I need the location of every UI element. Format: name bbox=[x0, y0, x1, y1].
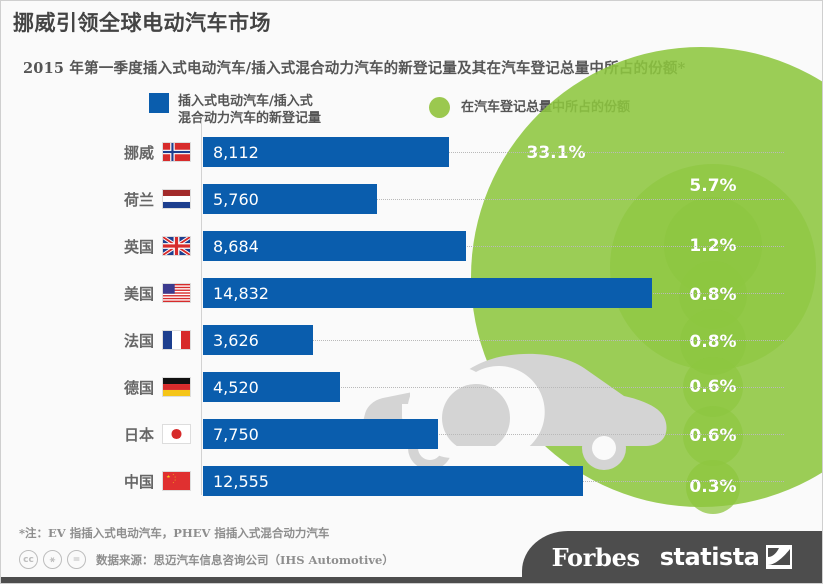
bar-1[interactable] bbox=[203, 184, 377, 214]
table-row: 法国 3,626 bbox=[1, 317, 822, 364]
gridline bbox=[203, 434, 784, 435]
footer-rule bbox=[1, 577, 822, 583]
statista-logo[interactable]: statista bbox=[659, 543, 760, 571]
legend-bar-swatch bbox=[149, 93, 169, 113]
flag-norway bbox=[162, 142, 191, 162]
flag-netherlands bbox=[162, 189, 191, 209]
bar-value-label: 5,760 bbox=[213, 190, 259, 209]
table-row: 日本 7,750 bbox=[1, 411, 822, 458]
bar-0[interactable] bbox=[203, 137, 449, 167]
page-title: 挪威引领全球电动汽车市场 bbox=[13, 10, 271, 35]
country-name: 挪威 bbox=[123, 143, 154, 162]
share-bubble-7[interactable] bbox=[686, 460, 740, 514]
forbes-logo[interactable]: Forbes bbox=[551, 542, 640, 572]
bar-rows: 挪威 8,112 荷兰 5,760 英国 8,684 美国 14,832 法国 3,626 德国 4,… bbox=[1, 119, 822, 519]
bar-value-label: 14,832 bbox=[213, 284, 269, 303]
cc-nd-icon: = bbox=[67, 550, 86, 569]
bar-4[interactable] bbox=[203, 325, 313, 355]
cc-license-icon: cc bbox=[19, 550, 38, 569]
gridline bbox=[203, 387, 784, 388]
table-row: 英国 8,684 bbox=[1, 223, 822, 270]
bar-value-label: 12,555 bbox=[213, 472, 269, 491]
category-label-2: 英国 bbox=[1, 232, 191, 260]
legend-bar-label-line2: 混合动力汽车的新登记量 bbox=[178, 111, 322, 126]
gridline bbox=[203, 199, 784, 200]
statista-mark-icon bbox=[766, 545, 793, 569]
category-label-0: 挪威 bbox=[1, 138, 191, 166]
country-name: 中国 bbox=[123, 472, 154, 491]
chart-plot-area: 33.1% 5.7% 1.2% 0.8% 0.8% 0.6% 0.6% 0.3% bbox=[1, 47, 822, 519]
country-name: 日本 bbox=[123, 425, 154, 444]
source-text: 数据来源：思迈汽车信息咨询公司（IHS Automotive） bbox=[96, 552, 394, 567]
bar-value-label: 4,520 bbox=[213, 378, 259, 397]
table-row: 挪威 8,112 bbox=[1, 129, 822, 176]
source-line: cc ⚹ = 数据来源：思迈汽车信息咨询公司（IHS Automotive） bbox=[19, 550, 394, 569]
category-label-3: 美国 bbox=[1, 279, 191, 307]
country-name: 法国 bbox=[123, 331, 154, 350]
table-row: 美国 14,832 bbox=[1, 270, 822, 317]
brand-bar: Forbes statista bbox=[522, 531, 822, 583]
bar-value-label: 3,626 bbox=[213, 331, 259, 350]
bar-2[interactable] bbox=[203, 231, 466, 261]
cc-by-icon: ⚹ bbox=[43, 550, 62, 569]
legend-bar-label: 插入式电动汽车/插入式 混合动力汽车的新登记量 bbox=[178, 93, 321, 127]
share-bubble-6[interactable] bbox=[683, 406, 743, 466]
page-subtitle: 2015 年第一季度插入式电动汽车/插入式混合动力汽车的新登记量及其在汽车登记总… bbox=[23, 60, 686, 77]
country-name: 英国 bbox=[123, 237, 154, 256]
category-label-7: 中国 bbox=[1, 467, 191, 495]
gridline bbox=[203, 246, 784, 247]
flag-uk bbox=[162, 236, 191, 256]
table-row: 荷兰 5,760 bbox=[1, 176, 822, 223]
gridline bbox=[203, 152, 784, 153]
legend-bars: 插入式电动汽车/插入式 混合动力汽车的新登记量 bbox=[149, 93, 321, 127]
legend-bubble-swatch bbox=[429, 97, 450, 118]
legend-bar-label-line1: 插入式电动汽车/插入式 bbox=[178, 94, 313, 109]
footnote: *注：EV 指插入式电动汽车，PHEV 指插入式混合动力汽车 bbox=[19, 526, 330, 540]
category-label-5: 德国 bbox=[1, 373, 191, 401]
bar-7[interactable] bbox=[203, 466, 583, 496]
table-row: 中国 12,555 bbox=[1, 458, 822, 505]
country-name: 美国 bbox=[123, 284, 154, 303]
category-label-1: 荷兰 bbox=[1, 185, 191, 213]
table-row: 德国 4,520 bbox=[1, 364, 822, 411]
gridline bbox=[203, 340, 784, 341]
bar-value-label: 8,112 bbox=[213, 143, 259, 162]
bar-value-label: 8,684 bbox=[213, 237, 259, 256]
bar-3[interactable] bbox=[203, 278, 652, 308]
bar-6[interactable] bbox=[203, 419, 438, 449]
value-axis-line bbox=[201, 119, 202, 495]
share-bubble-label-6: 0.6% bbox=[689, 426, 737, 446]
share-bubble-label-0: 33.1% bbox=[526, 143, 586, 163]
flag-usa bbox=[162, 283, 191, 303]
country-name: 德国 bbox=[123, 378, 154, 397]
share-bubble-label-1: 5.7% bbox=[689, 176, 737, 196]
flag-japan bbox=[162, 424, 191, 444]
flag-france bbox=[162, 330, 191, 350]
category-label-6: 日本 bbox=[1, 420, 191, 448]
bar-5[interactable] bbox=[203, 372, 340, 402]
country-name: 荷兰 bbox=[123, 190, 154, 209]
bar-value-label: 7,750 bbox=[213, 425, 259, 444]
share-bubble-label-3: 0.8% bbox=[689, 285, 737, 305]
flag-germany bbox=[162, 377, 191, 397]
category-label-4: 法国 bbox=[1, 326, 191, 354]
share-bubble-label-4: 0.8% bbox=[689, 332, 737, 352]
flag-china bbox=[162, 471, 191, 491]
share-bubble-label-7: 0.3% bbox=[689, 477, 737, 497]
